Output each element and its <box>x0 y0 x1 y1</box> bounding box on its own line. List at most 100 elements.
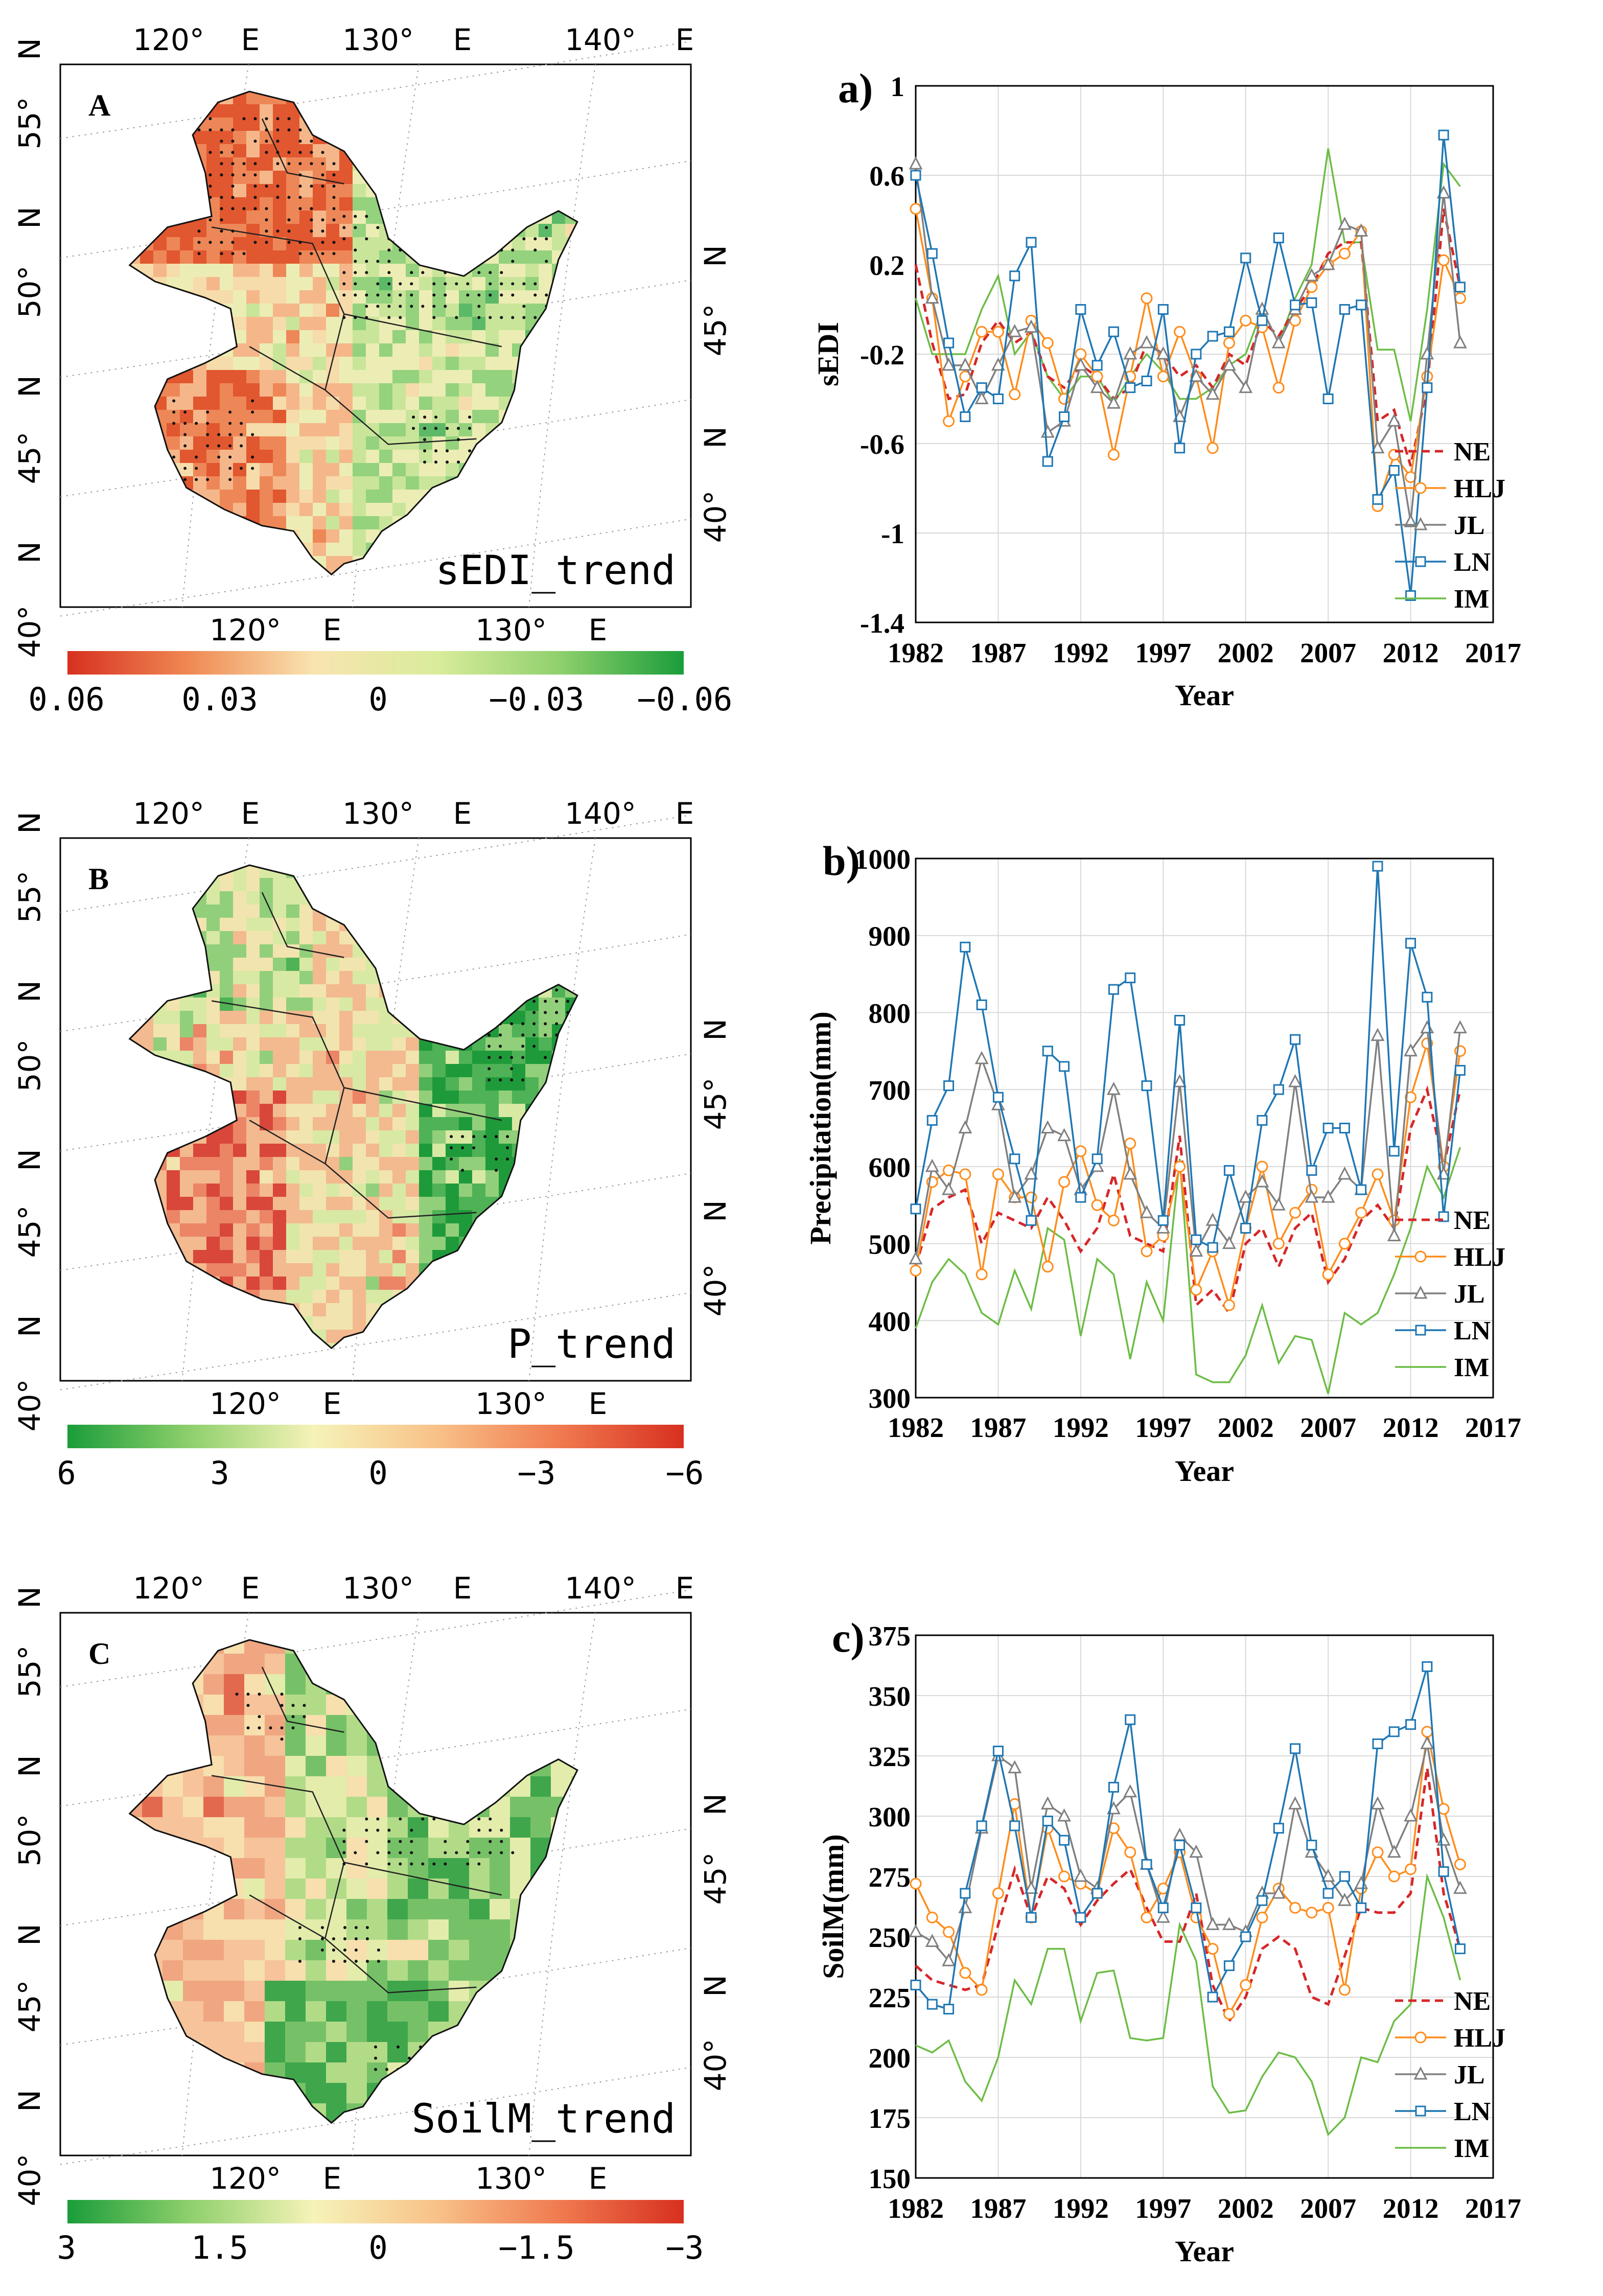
raster-cell <box>260 476 273 490</box>
raster-cell <box>167 1011 180 1025</box>
significance-dot <box>455 316 458 319</box>
raster-cell <box>306 1776 327 1797</box>
raster-cell <box>246 1237 260 1250</box>
raster-cell <box>313 330 327 344</box>
raster-cell <box>286 463 300 477</box>
raster-cell <box>220 436 234 450</box>
significance-dot <box>298 196 302 199</box>
raster-cell <box>339 984 353 998</box>
significance-dot <box>251 467 254 470</box>
raster-cell <box>339 503 353 517</box>
raster-cell <box>273 891 287 905</box>
raster-cell <box>366 264 380 277</box>
raster-cell <box>246 264 260 277</box>
significance-dot <box>183 422 187 425</box>
significance-dot <box>276 140 280 143</box>
raster-cell <box>387 1940 408 1961</box>
significance-dot <box>298 184 302 188</box>
significance-dot <box>231 128 235 132</box>
raster-cell <box>459 290 473 304</box>
significance-dot <box>434 449 438 453</box>
raster-cell <box>273 197 287 211</box>
significance-dot <box>410 305 413 308</box>
raster-cell <box>246 237 260 251</box>
raster-cell <box>233 1210 247 1224</box>
raster-cell <box>459 1051 473 1064</box>
raster-cell <box>419 1051 433 1064</box>
raster-cell <box>408 1817 429 1838</box>
raster-cell <box>265 1817 286 1838</box>
raster-cell <box>286 905 300 918</box>
raster-cell <box>313 971 327 985</box>
raster-cell <box>472 410 486 424</box>
raster-cell <box>367 1858 388 1879</box>
raster-cell <box>220 1024 234 1038</box>
significance-dot <box>387 248 391 252</box>
raster-cell <box>220 237 234 251</box>
raster-cell <box>313 1223 327 1237</box>
raster-cell <box>485 264 499 277</box>
raster-cell <box>353 1051 366 1064</box>
significance-dot <box>298 207 302 211</box>
significance-dot <box>544 1056 547 1059</box>
significance-dot <box>251 399 254 403</box>
raster-cell <box>387 1919 408 1940</box>
raster-cell <box>326 1170 340 1184</box>
raster-cell <box>260 1277 273 1290</box>
raster-cell <box>193 423 207 437</box>
raster-cell <box>366 984 380 998</box>
raster-cell <box>446 1144 459 1157</box>
raster-cell <box>530 1817 551 1838</box>
raster-cell <box>472 357 486 370</box>
raster-cell <box>428 1960 449 1981</box>
raster-cell <box>246 184 260 198</box>
raster-cell <box>273 984 287 998</box>
raster-cell <box>379 1184 393 1197</box>
raster-cell <box>326 463 340 477</box>
raster-cell <box>246 197 260 211</box>
raster-cell <box>233 397 247 410</box>
significance-dot <box>376 305 380 308</box>
significance-dot <box>522 237 526 241</box>
raster-cell <box>472 397 486 410</box>
raster-cell <box>220 1157 234 1171</box>
raster-cell <box>265 1919 286 1940</box>
raster-cell <box>273 463 287 477</box>
longitude-label-bottom: E <box>589 1386 608 1421</box>
raster-cell <box>246 503 260 517</box>
raster-cell <box>206 1051 220 1064</box>
raster-cell <box>419 1091 433 1104</box>
raster-cell <box>285 1715 306 1736</box>
raster-cell <box>246 1091 260 1104</box>
significance-dot <box>461 1146 464 1150</box>
significance-dot <box>217 455 221 459</box>
raster-cell <box>525 1011 539 1025</box>
raster-cell <box>379 277 393 291</box>
raster-cell <box>193 264 207 277</box>
raster-cell <box>339 1037 353 1051</box>
raster-cell <box>273 277 287 291</box>
raster-cell <box>379 1170 393 1184</box>
raster-cell <box>432 1184 446 1197</box>
raster-cell <box>180 397 194 410</box>
map-trend-label: sEDI_trend <box>435 548 676 594</box>
longitude-label-bottom: E <box>589 613 608 647</box>
raster-cell <box>206 1037 220 1051</box>
significance-dot <box>566 1000 570 1003</box>
raster-cell <box>246 357 260 370</box>
significance-dot <box>533 248 537 252</box>
raster-cell <box>220 1197 234 1211</box>
raster-cell <box>299 1250 313 1264</box>
significance-dot <box>265 241 268 244</box>
latitude-label-left: N <box>12 541 47 563</box>
raster-cell <box>233 184 247 198</box>
raster-cell <box>286 1170 300 1184</box>
raster-cell <box>286 476 300 490</box>
raster-cell <box>206 891 220 905</box>
raster-cell <box>366 343 380 357</box>
raster-cell <box>379 383 393 397</box>
province-boundary <box>249 346 477 445</box>
raster-cell <box>419 450 433 463</box>
raster-cell <box>193 1184 207 1197</box>
raster-cell <box>260 1091 273 1104</box>
